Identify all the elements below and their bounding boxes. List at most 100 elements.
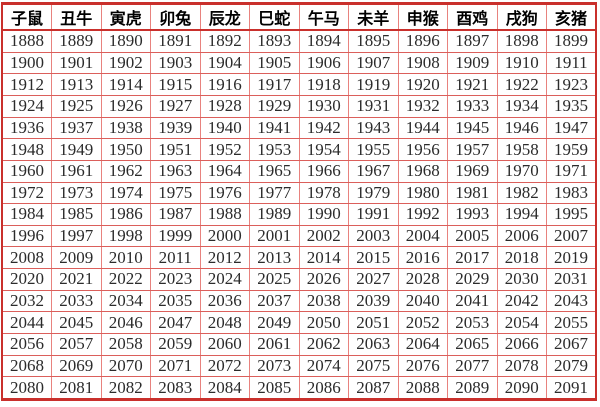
year-cell: 1933	[447, 94, 498, 118]
year-cell: 1953	[249, 138, 300, 161]
year-cell: 1918	[298, 73, 349, 96]
table-row: 2068 2069 2070 2071 2072 2073 2074 2075 2076 2077…	[1, 354, 597, 378]
year-cell: 1931	[348, 94, 399, 118]
year-cell: 1905	[249, 51, 300, 75]
table-row: 2044 2045 2046 2047 2048 2049 2050 2051 2052 2053…	[1, 311, 597, 334]
year-cell: 2091	[546, 376, 597, 400]
year-cell: 1945	[447, 116, 498, 140]
year-cell: 1912	[1, 73, 52, 96]
year-cell: 1959	[546, 138, 597, 161]
year-cell: 1999	[150, 224, 201, 248]
year-cell: 2046	[100, 311, 151, 334]
year-cell: 1996	[1, 224, 52, 248]
zodiac-table-wrapper: 子鼠 丑牛 寅虎 卯兔 辰龙 巳蛇 午马 未羊 申猴 酉鸡 戌狗 亥猪 1888 1889 1890 189…	[1, 2, 597, 401]
year-cell: 2074	[298, 354, 349, 378]
year-cell: 1942	[298, 116, 349, 140]
year-cell: 2066	[496, 332, 547, 356]
year-cell: 2056	[1, 332, 52, 356]
year-cell: 2024	[199, 268, 250, 291]
year-cell: 2065	[447, 332, 498, 356]
table-row: 2080 2081 2082 2083 2084 2085 2086 2087 2088 2089…	[1, 376, 597, 400]
year-cell: 1954	[298, 138, 349, 161]
year-cell: 1946	[496, 116, 547, 140]
year-cell: 2053	[447, 311, 498, 334]
year-cell: 1977	[249, 181, 300, 205]
year-cell: 2071	[150, 354, 201, 378]
year-cell: 2014	[298, 246, 349, 270]
year-cell: 1910	[496, 51, 547, 75]
zodiac-year-table: 子鼠 丑牛 寅虎 卯兔 辰龙 巳蛇 午马 未羊 申猴 酉鸡 戌狗 亥猪 1888 1889 1890 189…	[1, 2, 597, 401]
zodiac-header-cell: 寅虎	[100, 3, 151, 31]
year-cell: 2006	[496, 224, 547, 248]
year-cell: 1911	[546, 51, 597, 75]
year-cell: 2041	[447, 289, 498, 313]
table-row: 1924 1925 1926 1927 1928 1929 1930 1931 1932 1933…	[1, 94, 597, 118]
year-cell: 1899	[546, 29, 597, 53]
year-cell: 1986	[100, 203, 151, 226]
year-cell: 1897	[447, 29, 498, 53]
year-cell: 1891	[150, 29, 201, 53]
zodiac-header-cell: 申猴	[397, 3, 448, 31]
year-cell: 1927	[150, 94, 201, 118]
year-cell: 2038	[298, 289, 349, 313]
year-cell: 1915	[150, 73, 201, 96]
table-row: 1996 1997 1998 1999 2000 2001 2002 2003 2004 2005…	[1, 224, 597, 248]
year-cell: 1923	[546, 73, 597, 96]
year-cell: 2036	[199, 289, 250, 313]
table-row: 2008 2009 2010 2011 2012 2013 2014 2015 2016 2017…	[1, 246, 597, 270]
year-cell: 1951	[150, 138, 201, 161]
zodiac-header-cell: 亥猪	[546, 3, 597, 31]
table-row: 2032 2033 2034 2035 2036 2037 2038 2039 2040 2041…	[1, 289, 597, 313]
year-cell: 1993	[447, 203, 498, 226]
year-cell: 1974	[100, 181, 151, 205]
table-row: 2056 2057 2058 2059 2060 2061 2062 2063 2064 2065…	[1, 332, 597, 356]
year-cell: 1903	[150, 51, 201, 75]
year-cell: 2008	[1, 246, 52, 270]
year-cell: 1997	[51, 224, 102, 248]
year-cell: 2017	[447, 246, 498, 270]
year-cell: 1904	[199, 51, 250, 75]
year-cell: 1898	[496, 29, 547, 53]
year-cell: 1944	[397, 116, 448, 140]
year-cell: 1928	[199, 94, 250, 118]
year-cell: 2003	[348, 224, 399, 248]
year-cell: 1920	[397, 73, 448, 96]
year-cell: 2019	[546, 246, 597, 270]
year-cell: 2004	[397, 224, 448, 248]
year-cell: 2090	[496, 376, 547, 400]
year-cell: 1890	[100, 29, 151, 53]
year-cell: 1934	[496, 94, 547, 118]
year-cell: 1909	[447, 51, 498, 75]
year-cell: 2048	[199, 311, 250, 334]
year-cell: 1958	[496, 138, 547, 161]
year-cell: 1982	[496, 181, 547, 205]
year-cell: 1973	[51, 181, 102, 205]
year-cell: 2055	[546, 311, 597, 334]
year-cell: 1972	[1, 181, 52, 205]
year-cell: 2082	[100, 376, 151, 400]
year-cell: 2061	[249, 332, 300, 356]
year-cell: 1924	[1, 94, 52, 118]
year-cell: 1948	[1, 138, 52, 161]
year-cell: 2047	[150, 311, 201, 334]
year-cell: 2023	[150, 268, 201, 291]
zodiac-header-cell: 戌狗	[496, 3, 547, 31]
year-cell: 2001	[249, 224, 300, 248]
year-cell: 1932	[397, 94, 448, 118]
year-cell: 1970	[496, 159, 547, 183]
year-cell: 1979	[348, 181, 399, 205]
year-cell: 2042	[496, 289, 547, 313]
year-cell: 1939	[150, 116, 201, 140]
zodiac-header-cell: 未羊	[348, 3, 399, 31]
year-cell: 2020	[1, 268, 52, 291]
year-cell: 1916	[199, 73, 250, 96]
year-cell: 1919	[348, 73, 399, 96]
year-cell: 1901	[51, 51, 102, 75]
year-cell: 1893	[249, 29, 300, 53]
year-cell: 2007	[546, 224, 597, 248]
year-cell: 2067	[546, 332, 597, 356]
year-cell: 2050	[298, 311, 349, 334]
year-cell: 2040	[397, 289, 448, 313]
year-cell: 1935	[546, 94, 597, 118]
year-cell: 1962	[100, 159, 151, 183]
